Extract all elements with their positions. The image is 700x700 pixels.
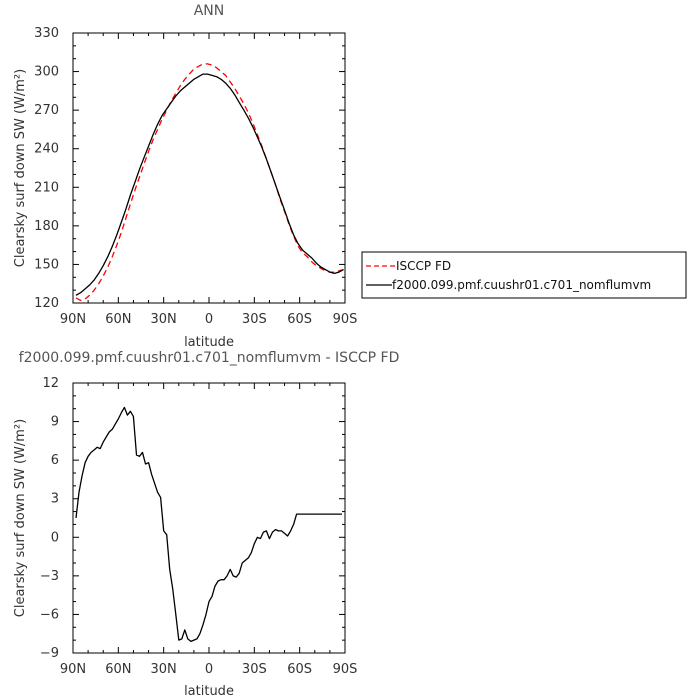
top-x-tick-label: 30N	[151, 312, 177, 327]
top-x-tick-label: 30S	[242, 312, 267, 327]
bottom-y-tick-label: −3	[40, 569, 59, 584]
top-x-tick-label: 90N	[60, 312, 86, 327]
top-x-axis-label: latitude	[184, 335, 234, 350]
top-y-tick-label: 180	[34, 219, 59, 234]
top-series-group	[75, 63, 344, 302]
top-series-line-0	[75, 63, 344, 302]
bottom-y-axis-ticks: −9 −6 −3 0 3 6 9 12	[40, 376, 345, 661]
legend-label-isccp: ISCCP FD	[396, 259, 451, 273]
top-y-tick-label: 270	[34, 103, 59, 118]
top-y-tick-label: 120	[34, 296, 59, 311]
bottom-y-tick-label: 6	[51, 453, 59, 468]
bottom-y-tick-label: 12	[42, 376, 59, 391]
bottom-y-axis-label: Clearsky surf down SW (W/m²)	[13, 419, 28, 617]
bottom-x-tick-label: 60N	[105, 662, 131, 677]
top-x-tick-label: 60S	[287, 312, 312, 327]
bottom-x-tick-label: 30N	[151, 662, 177, 677]
top-y-tick-label: 330	[34, 26, 59, 41]
top-series-line-1	[75, 73, 344, 296]
bottom-y-tick-label: −9	[40, 646, 59, 661]
top-y-tick-label: 240	[34, 142, 59, 157]
bottom-series-line-0	[75, 406, 342, 643]
bottom-series-group	[75, 406, 342, 643]
top-x-axis-ticks: 90N 60N 30N 0 30S 60S 90S	[60, 33, 358, 327]
top-y-axis-ticks: 120 150 180 210 240 270 300 330	[34, 26, 345, 311]
top-x-tick-label: 60N	[105, 312, 131, 327]
top-y-axis-label: Clearsky surf down SW (W/m²)	[13, 69, 28, 267]
bottom-x-axis-ticks: 90N 60N 30N 0 30S 60S 90S	[60, 383, 358, 677]
bottom-y-tick-label: 9	[51, 415, 59, 430]
bottom-x-tick-label: 0	[205, 662, 213, 677]
legend-label-model: f2000.099.pmf.cuushr01.c701_nomflumvm	[392, 278, 651, 292]
bottom-x-tick-label: 90N	[60, 662, 86, 677]
bottom-y-tick-label: −6	[40, 607, 59, 622]
bottom-x-tick-label: 90S	[333, 662, 358, 677]
bottom-x-axis-label: latitude	[184, 684, 234, 699]
bottom-x-tick-label: 60S	[287, 662, 312, 677]
bottom-y-tick-label: 0	[51, 530, 59, 545]
top-y-tick-label: 210	[34, 180, 59, 195]
top-x-tick-label: 0	[205, 312, 213, 327]
top-chart-title: ANN	[194, 3, 225, 19]
bottom-plot-frame	[72, 382, 346, 654]
legend: ISCCP FD f2000.099.pmf.cuushr01.c701_nom…	[361, 251, 687, 299]
top-y-tick-label: 150	[34, 257, 59, 272]
top-y-tick-label: 300	[34, 65, 59, 80]
bottom-y-tick-label: 3	[51, 492, 59, 507]
bottom-chart-title: f2000.099.pmf.cuushr01.c701_nomflumvm - …	[19, 350, 400, 366]
top-plot-frame	[72, 32, 346, 304]
top-x-tick-label: 90S	[333, 312, 358, 327]
bottom-x-tick-label: 30S	[242, 662, 267, 677]
legend-box	[361, 251, 687, 299]
